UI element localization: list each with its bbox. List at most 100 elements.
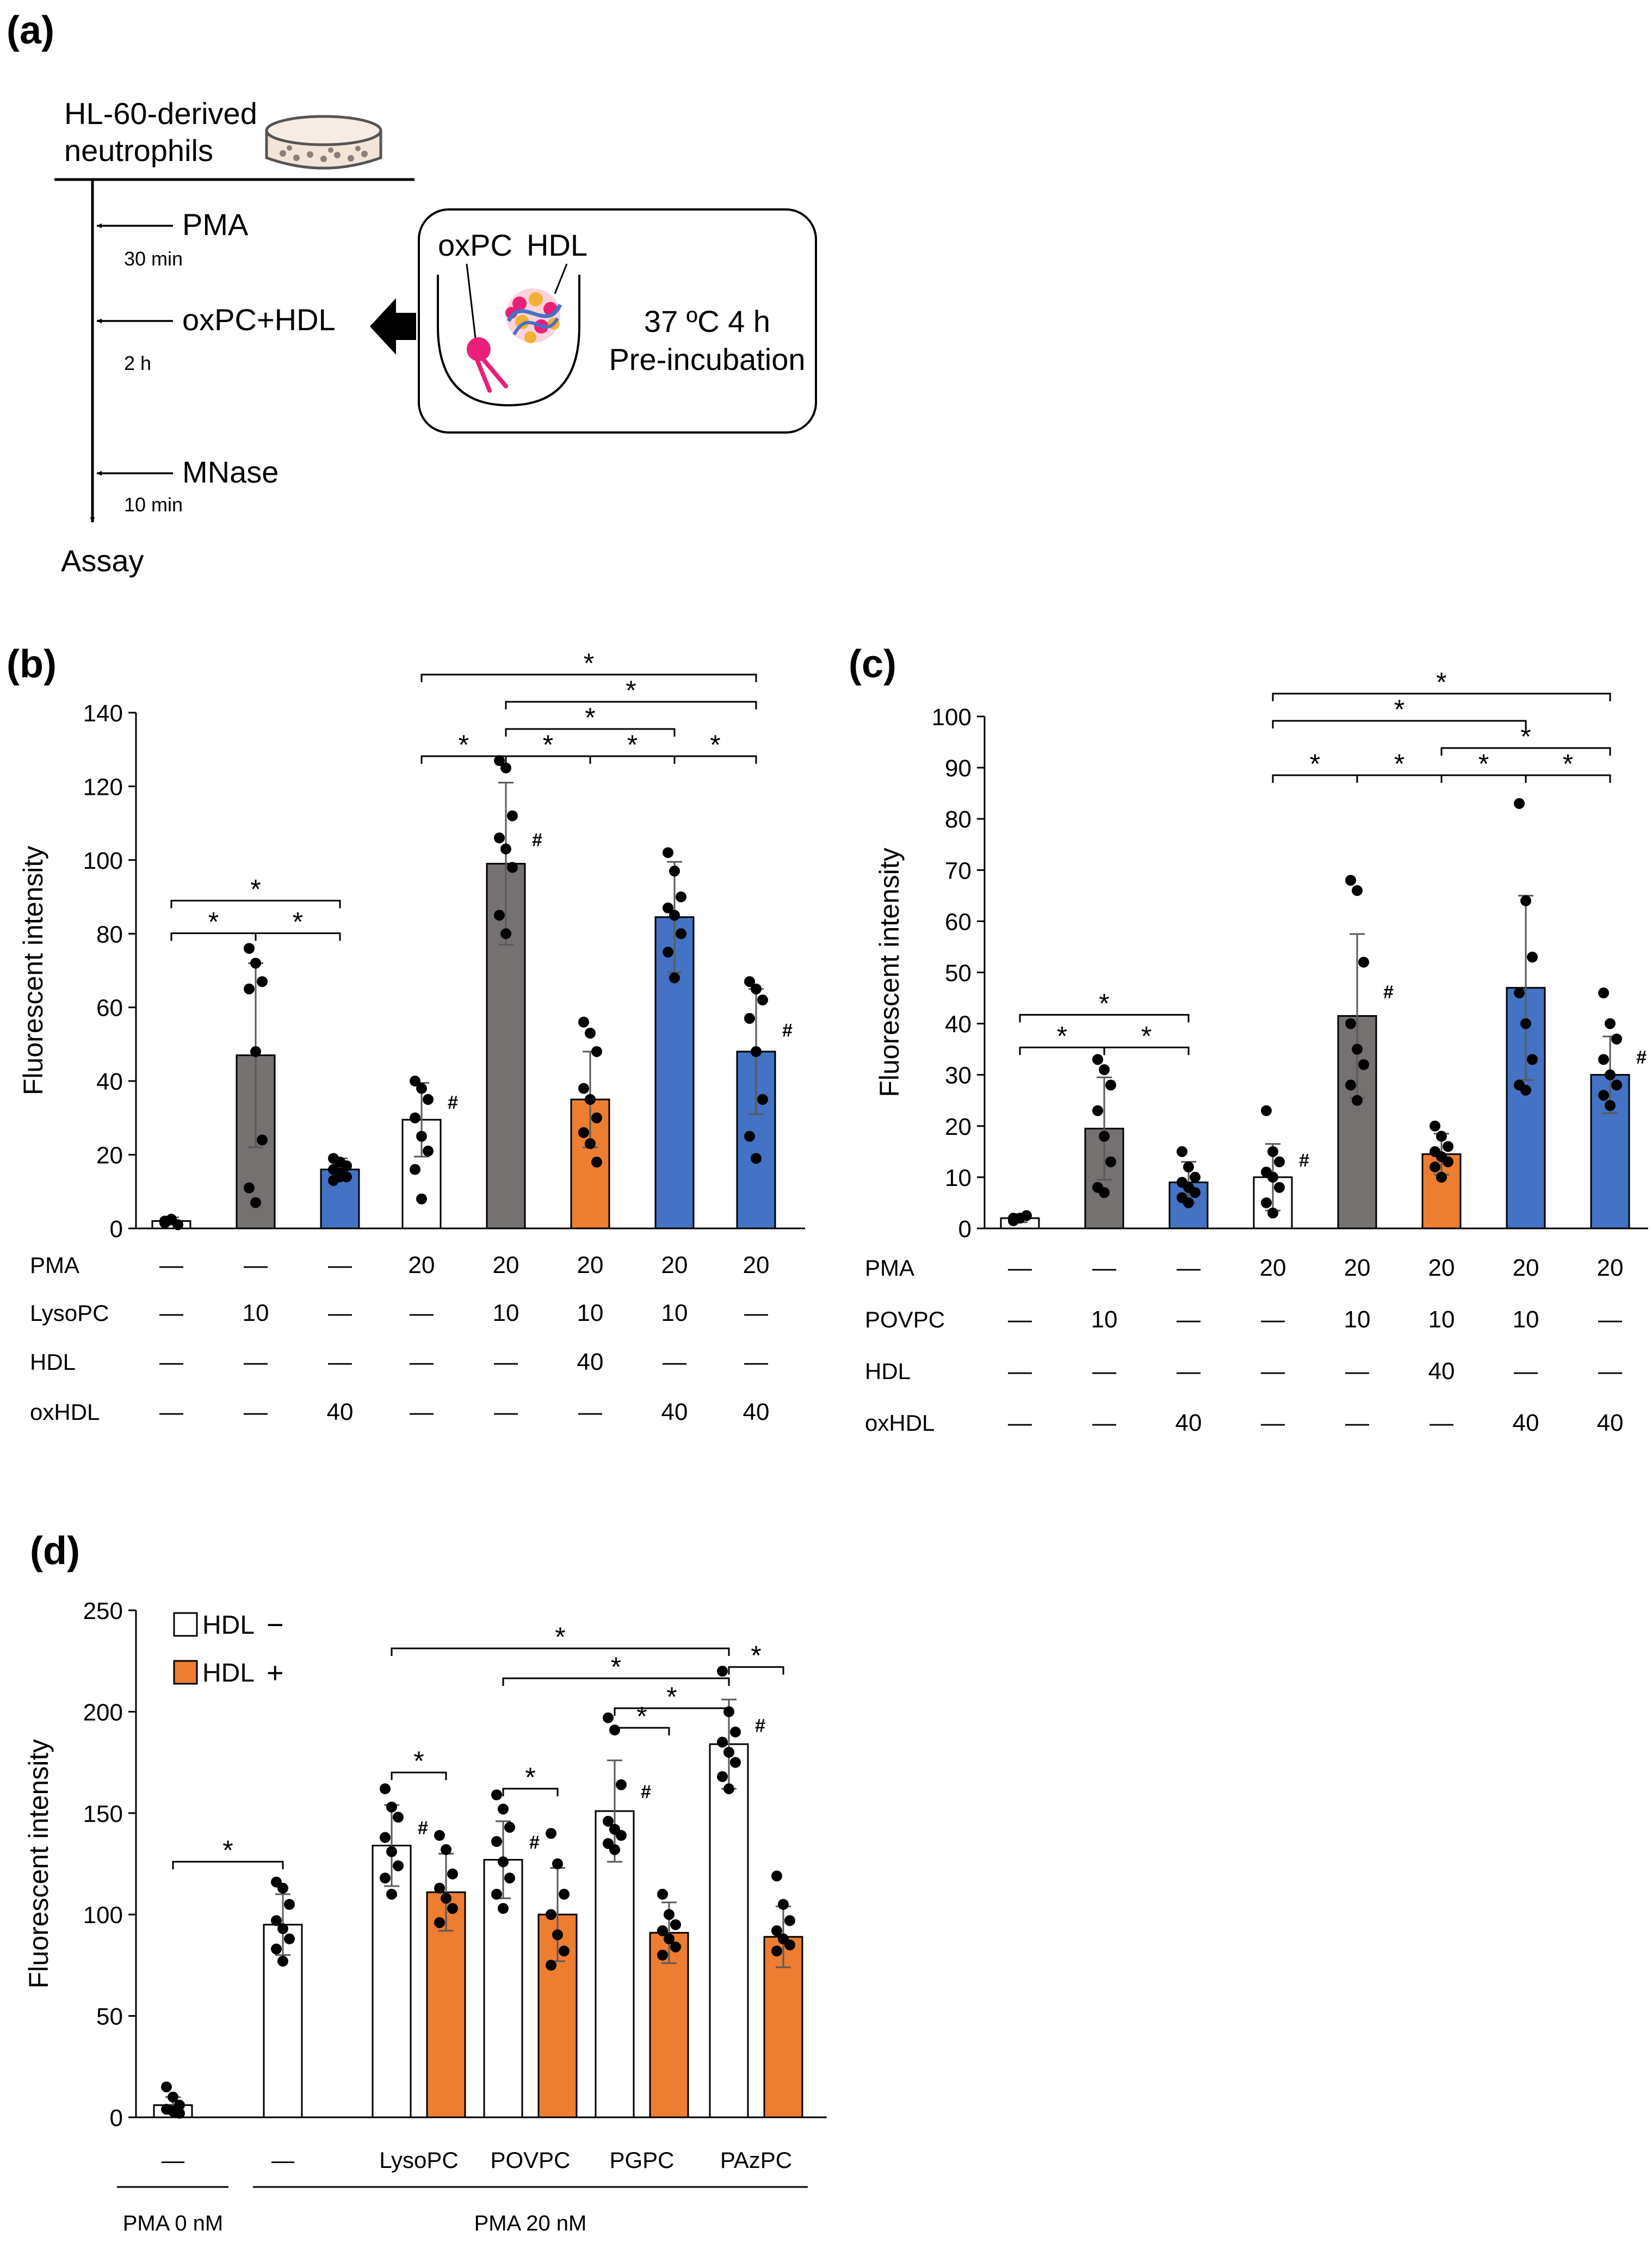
data-point	[434, 1882, 445, 1894]
significance-star: *	[584, 648, 594, 678]
group-label: POVPC	[490, 2147, 570, 2173]
data-point	[585, 1094, 596, 1105]
y-tick-label: 140	[83, 700, 123, 727]
significance-star: *	[1394, 694, 1404, 725]
treatment-value: 20	[1597, 1255, 1624, 1281]
data-point	[757, 1094, 768, 1105]
data-point	[1352, 1095, 1363, 1106]
treatment-value: —	[244, 1252, 268, 1278]
data-point	[500, 843, 511, 855]
y-tick-label: 100	[932, 704, 972, 731]
data-point	[603, 1815, 614, 1827]
y-axis-label: Fluorescent intensity	[18, 846, 48, 1096]
data-point	[771, 1925, 782, 1937]
pma-0-label: PMA 0 nM	[123, 2211, 224, 2235]
treatment-value: 40	[1175, 1410, 1202, 1436]
y-tick-label: 10	[945, 1165, 972, 1191]
y-axis-label: Fluorescent intensity	[874, 848, 905, 1097]
data-point	[1514, 798, 1525, 809]
treatment-row-label: oxHDL	[30, 1399, 100, 1425]
significance-star: *	[1436, 667, 1446, 697]
data-point	[616, 1830, 627, 1841]
data-point	[244, 1182, 255, 1194]
data-point	[1520, 1084, 1531, 1096]
data-point	[669, 866, 680, 877]
significance-star: *	[1099, 988, 1109, 1018]
data-point	[1443, 1156, 1453, 1167]
y-tick-label: 100	[83, 1902, 123, 1929]
significance-star: *	[543, 730, 553, 760]
significance-bracket	[1272, 693, 1611, 701]
significance-star: *	[1478, 749, 1489, 779]
data-point	[250, 957, 261, 969]
significance-bracket	[391, 1647, 730, 1656]
significance-bracket	[420, 673, 757, 682]
treatment-value: —	[1345, 1410, 1369, 1436]
treatment-value: —	[744, 1300, 768, 1326]
significance-bracket	[1272, 720, 1527, 728]
cells-label: HL-60-derived neutrophils	[64, 96, 265, 168]
data-point	[1177, 1146, 1187, 1157]
data-point	[591, 1112, 602, 1123]
step-pma-agent: PMA	[182, 207, 249, 242]
data-point	[434, 1830, 445, 1841]
significance-bracket	[1440, 747, 1611, 756]
data-point	[410, 1164, 420, 1175]
data-point	[244, 983, 255, 994]
data-point	[335, 1171, 345, 1183]
data-point	[1274, 1156, 1285, 1167]
data-point	[578, 1016, 589, 1028]
bar	[483, 1859, 523, 2118]
data-point	[386, 1801, 397, 1813]
data-point	[1345, 875, 1356, 886]
data-point	[1358, 1059, 1369, 1070]
data-point	[585, 1138, 596, 1150]
treatment-value: —	[1345, 1358, 1369, 1385]
treatment-value: 20	[1428, 1255, 1455, 1281]
hash-marker: #	[782, 1021, 793, 1041]
data-point	[386, 1846, 397, 1857]
data-point	[578, 1083, 589, 1094]
data-point	[1267, 1146, 1278, 1157]
inset-hdl-label: HDL	[527, 228, 587, 262]
data-point	[491, 1836, 502, 1847]
data-point	[591, 1046, 602, 1057]
treatment-value: —	[1261, 1410, 1285, 1436]
chart-panel-b: (b) 0 20 40 60 80 100 120 140 Fluorescent intensi…	[7, 642, 805, 1425]
data-point	[386, 1888, 397, 1900]
treatment-value: 40	[1597, 1410, 1624, 1436]
treatment-row-label: POVPC	[865, 1307, 945, 1332]
treatment-value: 40	[1513, 1410, 1539, 1436]
data-point	[559, 1945, 570, 1957]
data-point	[552, 1929, 563, 1941]
treatment-value: 10	[661, 1300, 688, 1326]
data-point	[1436, 1171, 1447, 1183]
significance-bracket	[614, 1707, 730, 1716]
treatment-value: —	[1092, 1255, 1116, 1281]
data-point	[494, 910, 505, 921]
data-point	[664, 1933, 675, 1944]
treatment-value: —	[328, 1349, 352, 1375]
data-point	[1261, 1197, 1272, 1208]
y-tick-label: 20	[96, 1142, 123, 1169]
treatment-value: —	[328, 1252, 352, 1278]
chart-panel-d: (d) 0 50 100 150 200 250 Fluorescent intensity #…	[23, 1529, 827, 2235]
group-label: —	[162, 2147, 184, 2173]
data-point	[250, 1197, 261, 1208]
legend-sign: −	[267, 1609, 284, 1641]
hash-marker: #	[1636, 1047, 1647, 1068]
data-point	[380, 1832, 391, 1843]
data-point	[1274, 1182, 1285, 1193]
y-tick-label: 90	[945, 755, 972, 782]
data-point	[784, 1939, 795, 1951]
y-tick-label: 0	[110, 1216, 123, 1243]
data-point	[670, 1941, 681, 1952]
data-point	[416, 1083, 427, 1094]
data-point	[670, 1919, 681, 1930]
treatment-value: —	[328, 1300, 352, 1326]
data-point	[664, 1909, 675, 1920]
significance-star: *	[222, 1835, 233, 1865]
bar	[649, 1932, 689, 2118]
y-tick-label: 200	[83, 1699, 123, 1726]
treatment-value: —	[1092, 1358, 1116, 1385]
